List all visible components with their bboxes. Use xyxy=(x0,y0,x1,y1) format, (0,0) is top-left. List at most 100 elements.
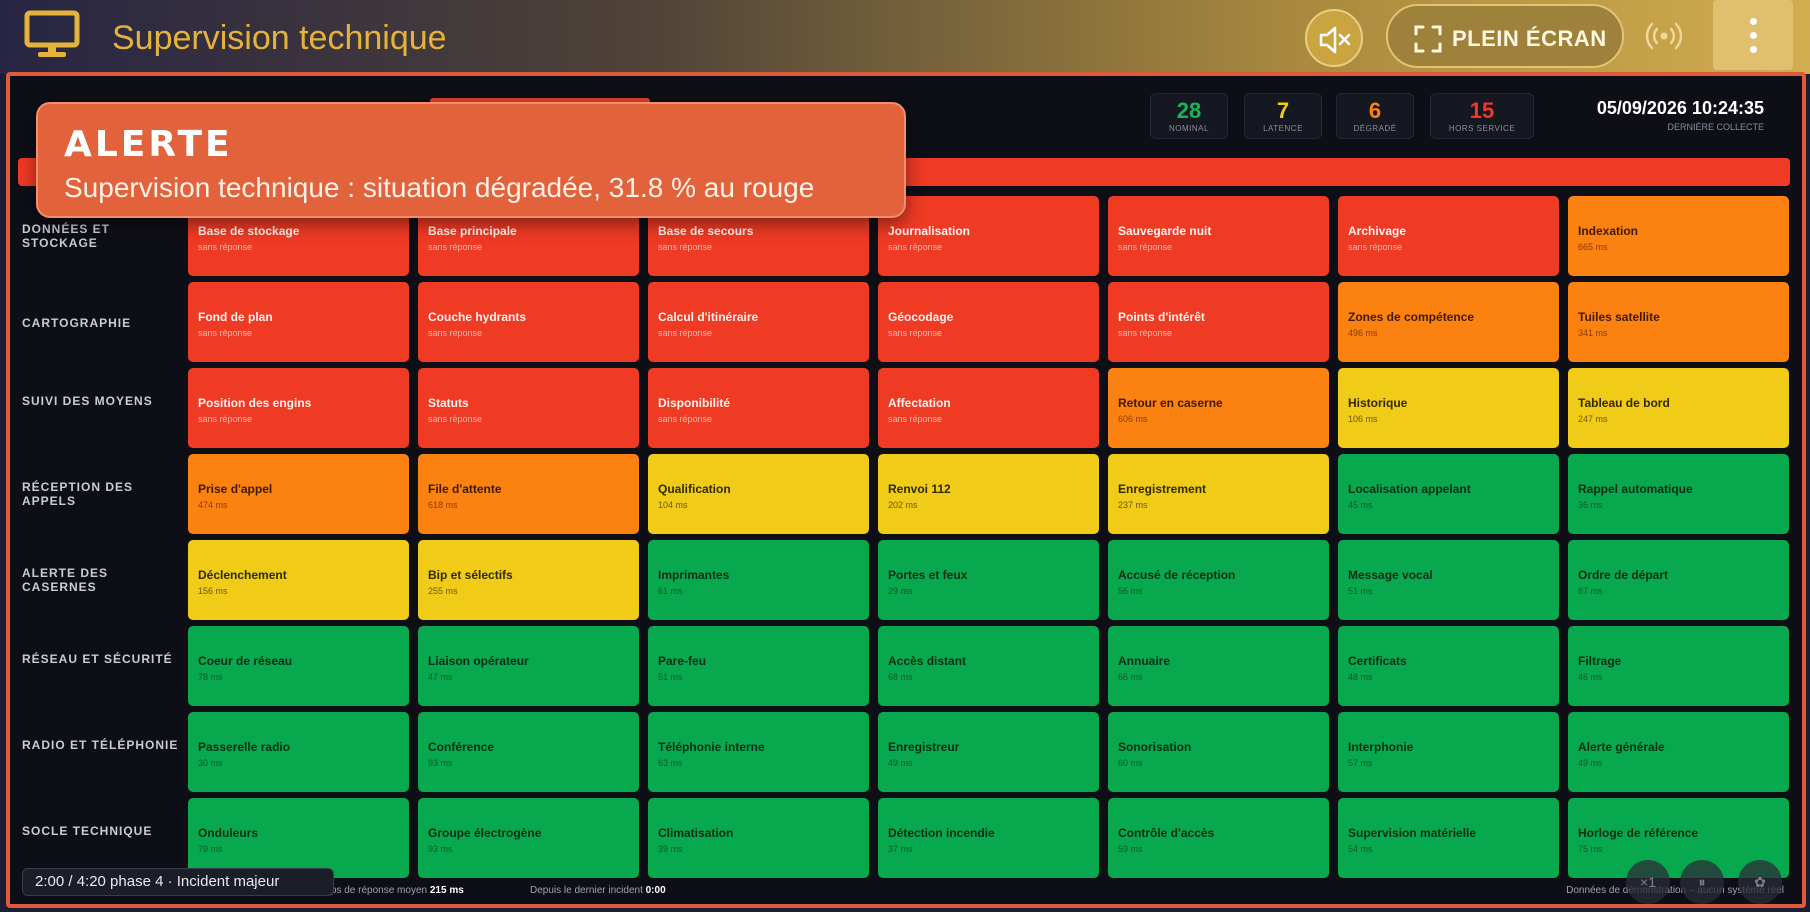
service-response: 474 ms xyxy=(198,500,228,510)
service-response: sans réponse xyxy=(888,328,943,338)
service-name: Accusé de réception xyxy=(1118,568,1236,582)
service-tile[interactable]: Position des engins sans réponse xyxy=(188,368,409,448)
service-tile[interactable]: Points d'intérêt sans réponse xyxy=(1108,282,1329,362)
service-tile[interactable]: Rappel automatique 36 ms xyxy=(1568,454,1789,534)
service-tile[interactable]: Tuiles satellite 341 ms xyxy=(1568,282,1789,362)
mute-button[interactable] xyxy=(1305,9,1363,67)
service-name: Passerelle radio xyxy=(198,740,291,754)
speed-button[interactable]: ×1 xyxy=(1626,860,1670,904)
service-tile[interactable]: Indexation 665 ms xyxy=(1568,196,1789,276)
service-tile[interactable]: File d'attente 618 ms xyxy=(418,454,639,534)
kebab-menu-icon xyxy=(1750,18,1757,25)
service-tile[interactable]: Certificats 48 ms xyxy=(1338,626,1559,706)
service-tile[interactable]: Qualification 104 ms xyxy=(648,454,869,534)
pause-button[interactable]: ⏸ xyxy=(1680,860,1724,904)
service-tile[interactable]: Enregistrement 237 ms xyxy=(1108,454,1329,534)
service-tile[interactable]: Couche hydrants sans réponse xyxy=(418,282,639,362)
service-tile[interactable]: Supervision matérielle 54 ms xyxy=(1338,798,1559,878)
service-response: 36 ms xyxy=(1578,500,1603,510)
service-tile[interactable]: Archivage sans réponse xyxy=(1338,196,1559,276)
broadcast-icon[interactable] xyxy=(1645,17,1683,55)
service-response: sans réponse xyxy=(428,242,483,252)
service-tile[interactable]: Journalisation sans réponse xyxy=(878,196,1099,276)
service-tile[interactable]: Calcul d'itinéraire sans réponse xyxy=(648,282,869,362)
service-tile[interactable]: Imprimantes 61 ms xyxy=(648,540,869,620)
service-tile[interactable]: Climatisation 39 ms xyxy=(648,798,869,878)
service-response: 56 ms xyxy=(1118,586,1143,596)
service-tile[interactable]: Affectation sans réponse xyxy=(878,368,1099,448)
service-response: 255 ms xyxy=(428,586,458,596)
service-tile[interactable]: Interphonie 57 ms xyxy=(1338,712,1559,792)
service-response: 237 ms xyxy=(1118,500,1148,510)
service-name: Certificats xyxy=(1348,654,1407,668)
stat-label: HORS SERVICE xyxy=(1448,124,1516,133)
service-tile[interactable]: Enregistreur 49 ms xyxy=(878,712,1099,792)
service-tile[interactable]: Liaison opérateur 47 ms xyxy=(418,626,639,706)
service-tile[interactable]: Sonorisation 60 ms xyxy=(1108,712,1329,792)
service-name: Téléphonie interne xyxy=(658,740,765,754)
service-tile[interactable]: Fond de plan sans réponse xyxy=(188,282,409,362)
service-tile[interactable]: Pare-feu 51 ms xyxy=(648,626,869,706)
service-name: Message vocal xyxy=(1348,568,1433,582)
service-response: 618 ms xyxy=(428,500,458,510)
service-tile[interactable]: Ordre de départ 87 ms xyxy=(1568,540,1789,620)
service-name: Accès distant xyxy=(888,654,967,668)
service-response: sans réponse xyxy=(888,414,943,424)
service-tile[interactable]: Retour en caserne 606 ms xyxy=(1108,368,1329,448)
service-tile[interactable]: Passerelle radio 30 ms xyxy=(188,712,409,792)
service-name: Filtrage xyxy=(1578,654,1622,668)
service-tile[interactable]: Alerte générale 49 ms xyxy=(1568,712,1789,792)
service-tile[interactable]: Historique 106 ms xyxy=(1338,368,1559,448)
service-tile[interactable]: Statuts sans réponse xyxy=(418,368,639,448)
service-response: 30 ms xyxy=(198,758,223,768)
alert-toast[interactable]: ALERTE Supervision technique : situation… xyxy=(36,102,906,218)
service-name: Affectation xyxy=(888,396,951,410)
kebab-menu-button[interactable] xyxy=(1713,0,1793,70)
service-tile[interactable]: Disponibilité sans réponse xyxy=(648,368,869,448)
service-tile[interactable]: Prise d'appel 474 ms xyxy=(188,454,409,534)
service-tile[interactable]: Accès distant 68 ms xyxy=(878,626,1099,706)
service-tile[interactable]: Géocodage sans réponse xyxy=(878,282,1099,362)
service-name: Zones de compétence xyxy=(1348,310,1475,324)
service-response: 75 ms xyxy=(1578,844,1603,854)
service-tile[interactable]: Tableau de bord 247 ms xyxy=(1568,368,1789,448)
service-response: 59 ms xyxy=(1118,844,1143,854)
playback-timeline[interactable]: 2:00 / 4:20 phase 4 · Incident majeur xyxy=(22,868,334,896)
service-tile[interactable]: Zones de compétence 496 ms xyxy=(1338,282,1559,362)
service-tile[interactable]: Accusé de réception 56 ms xyxy=(1108,540,1329,620)
settings-button[interactable]: ✿ xyxy=(1738,860,1782,904)
service-name: Conférence xyxy=(428,740,495,754)
service-tile[interactable]: Téléphonie interne 63 ms xyxy=(648,712,869,792)
service-tile[interactable]: Message vocal 51 ms xyxy=(1338,540,1559,620)
service-tile[interactable]: Sauvegarde nuit sans réponse xyxy=(1108,196,1329,276)
service-name: Liaison opérateur xyxy=(428,654,529,668)
service-tile[interactable]: Groupe électrogène 93 ms xyxy=(418,798,639,878)
fullscreen-button[interactable]: PLEIN ÉCRAN xyxy=(1386,4,1624,68)
service-tile[interactable]: Détection incendie 37 ms xyxy=(878,798,1099,878)
service-tile[interactable]: Bip et sélectifs 255 ms xyxy=(418,540,639,620)
last-collect-datetime: 05/09/2026 10:24:35 xyxy=(1596,98,1764,118)
service-tile[interactable]: Conférence 93 ms xyxy=(418,712,639,792)
service-name: Déclenchement xyxy=(198,568,287,582)
service-tile[interactable]: Filtrage 46 ms xyxy=(1568,626,1789,706)
service-tile[interactable]: Localisation appelant 45 ms xyxy=(1338,454,1559,534)
service-name: Contrôle d'accès xyxy=(1118,826,1215,840)
service-name: Disponibilité xyxy=(658,396,730,410)
service-tile[interactable]: Contrôle d'accès 59 ms xyxy=(1108,798,1329,878)
settings-icon: ✿ xyxy=(1754,874,1766,890)
speaker-muted-icon xyxy=(1319,26,1351,54)
service-tile[interactable]: Déclenchement 156 ms xyxy=(188,540,409,620)
service-name: Retour en caserne xyxy=(1118,396,1223,410)
service-name: Journalisation xyxy=(888,224,971,238)
service-tile[interactable]: Onduleurs 79 ms xyxy=(188,798,409,878)
stat-value: 7 xyxy=(1276,98,1290,123)
service-tile[interactable]: Portes et feux 29 ms xyxy=(878,540,1099,620)
service-name: Enregistrement xyxy=(1118,482,1207,496)
service-tile[interactable]: Coeur de réseau 78 ms xyxy=(188,626,409,706)
service-response: 46 ms xyxy=(1578,672,1603,682)
service-tile[interactable]: Annuaire 66 ms xyxy=(1108,626,1329,706)
service-tile[interactable]: Renvoi 112 202 ms xyxy=(878,454,1099,534)
service-name: Qualification xyxy=(658,482,731,496)
service-response: 29 ms xyxy=(888,586,913,596)
service-response: 66 ms xyxy=(1118,672,1143,682)
